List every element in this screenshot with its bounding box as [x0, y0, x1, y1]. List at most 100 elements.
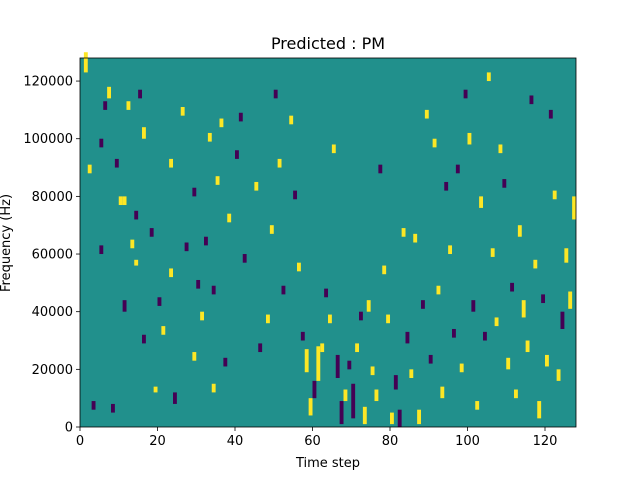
heatmap-cell	[215, 176, 220, 185]
heatmap-cell	[382, 265, 387, 275]
heatmap-cell	[370, 366, 375, 376]
heatmap-cell	[541, 294, 546, 304]
heatmap-cell	[118, 196, 123, 206]
y-tick-label: 100000	[23, 132, 73, 147]
heatmap-cell	[161, 326, 166, 335]
heatmap-cell	[142, 334, 146, 344]
heatmap-cell	[304, 349, 309, 373]
heatmap-cell	[227, 213, 232, 223]
heatmap-cell	[91, 401, 96, 410]
heatmap-cell	[300, 331, 305, 341]
heatmap-cell	[269, 225, 274, 234]
heatmap-cell	[184, 242, 189, 252]
heatmap-cell	[471, 300, 476, 312]
y-tick-label: 0	[65, 421, 73, 436]
heatmap-cell	[506, 357, 511, 370]
heatmap-cell	[452, 328, 456, 338]
heatmap-cell	[219, 118, 224, 128]
heatmap-cell	[242, 254, 247, 263]
heatmap-cell	[405, 331, 410, 344]
heatmap-cell	[258, 343, 263, 353]
heatmap-cell	[312, 380, 317, 399]
heatmap-cell	[514, 389, 518, 399]
heatmap-cell	[397, 409, 402, 427]
x-tick-label: 0	[76, 434, 84, 449]
heatmap-cell	[169, 158, 174, 168]
heatmap-cell	[130, 239, 135, 249]
heatmap-cell	[126, 101, 131, 110]
heatmap-cell	[289, 115, 294, 125]
heatmap-cell	[455, 164, 460, 174]
heatmap-cell	[142, 127, 146, 139]
heatmap-cell	[266, 314, 270, 324]
heatmap-cell	[568, 291, 573, 309]
heatmap-cell	[475, 401, 480, 410]
heatmap-cell	[111, 403, 115, 413]
heatmap-background	[80, 58, 576, 427]
x-tick-label: 40	[227, 434, 244, 449]
y-tick-label: 60000	[32, 248, 73, 263]
heatmap-cell	[463, 89, 468, 99]
heatmap-cell	[355, 343, 360, 353]
heatmap-cell	[211, 285, 216, 295]
x-axis-label: Time step	[295, 456, 360, 471]
heatmap-cell	[378, 164, 383, 174]
heatmap-cell	[149, 228, 154, 237]
heatmap-cell	[180, 107, 185, 116]
heatmap-cell	[114, 158, 119, 168]
x-axis: 0 20 40 60 80 100 120	[76, 427, 558, 449]
x-tick-label: 120	[533, 434, 558, 449]
heatmap-cell	[413, 233, 418, 243]
heatmap-cell	[223, 357, 228, 367]
heatmap-cell	[529, 95, 534, 105]
heatmap-cell	[308, 398, 313, 416]
heatmap-cell	[572, 196, 577, 220]
heatmap-cell	[122, 196, 127, 206]
heatmap-cell	[424, 109, 429, 119]
heatmap-cell	[122, 300, 127, 312]
heatmap-cell	[297, 262, 301, 272]
plot-area	[79, 52, 577, 428]
heatmap-cell	[339, 401, 344, 425]
heatmap-cell	[467, 132, 472, 145]
x-tick-label: 20	[149, 434, 166, 449]
heatmap-cell	[448, 245, 453, 255]
heatmap-cell	[153, 386, 158, 393]
heatmap-cell	[192, 187, 197, 197]
heatmap-cell	[436, 285, 441, 295]
heatmap-cell	[510, 282, 515, 292]
heatmap-cell	[331, 144, 336, 154]
heatmap-cell	[502, 179, 507, 188]
heatmap-cell	[273, 89, 278, 99]
x-tick-label: 60	[304, 434, 321, 449]
heatmap-cell	[134, 210, 139, 220]
heatmap-cell	[335, 354, 340, 378]
heatmap-cell	[440, 386, 445, 399]
heatmap-cell	[537, 401, 542, 419]
y-tick-label: 120000	[23, 75, 73, 90]
heatmap-cell	[533, 259, 538, 269]
x-tick-label: 100	[455, 434, 480, 449]
heatmap-cell	[254, 181, 259, 191]
heatmap-cell	[347, 360, 352, 370]
heatmap-cell	[483, 331, 487, 341]
heatmap-cell	[99, 138, 104, 148]
heatmap-cell	[192, 352, 197, 361]
heatmap-cell	[316, 346, 321, 381]
heatmap-cell	[211, 383, 216, 393]
heatmap-cell	[235, 150, 239, 159]
heatmap-cell	[351, 383, 356, 419]
y-axis-label: Frequency (Hz)	[0, 194, 14, 292]
heatmap-cell	[525, 340, 530, 353]
plot-frame	[79, 57, 577, 428]
heatmap-cell	[207, 132, 212, 142]
heatmap-cell	[169, 268, 174, 278]
heatmap-cell	[444, 181, 449, 191]
heatmap-cell	[204, 236, 208, 246]
y-tick-label: 20000	[32, 363, 73, 378]
x-tick-label: 80	[382, 434, 399, 449]
heatmap-cell	[545, 354, 549, 367]
heatmap-cell	[281, 285, 286, 295]
